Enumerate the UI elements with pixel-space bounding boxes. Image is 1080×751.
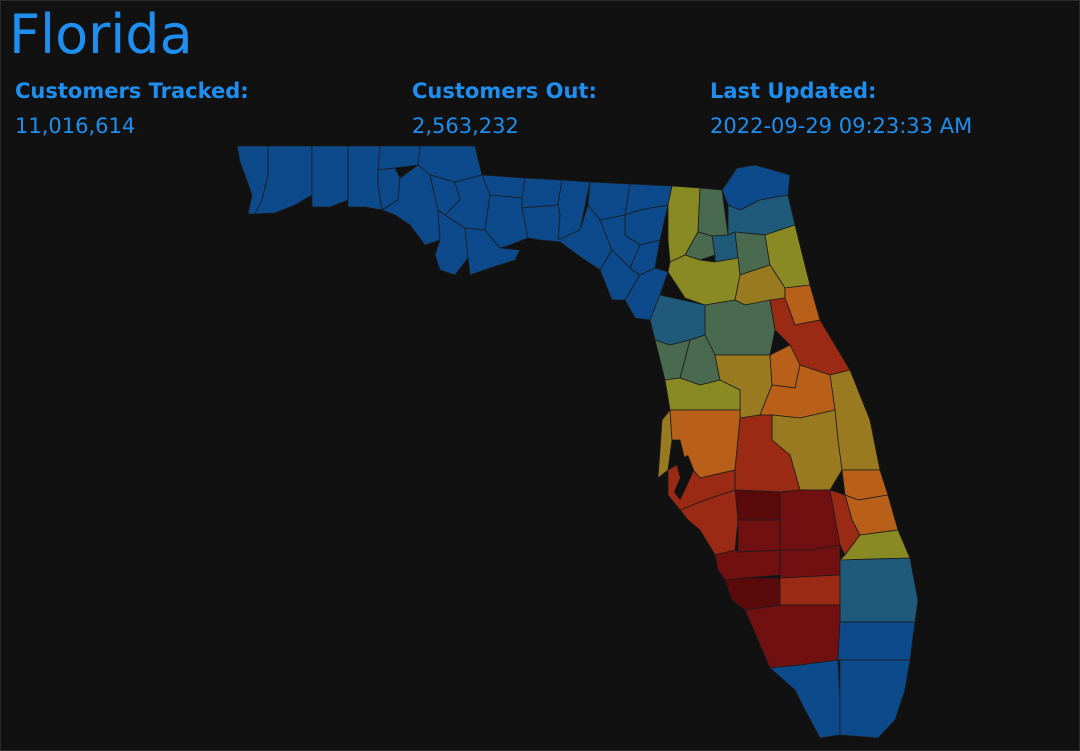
- county-indian-river[interactable]: [841, 469, 889, 501]
- last-updated-stat: Last Updated: 2022-09-29 09:23:33 AM: [710, 77, 972, 140]
- customers-out-value: 2,563,232: [412, 114, 519, 138]
- customers-out-stat: Customers Out: 2,563,232: [412, 77, 597, 140]
- county-lee[interactable]: [724, 577, 781, 611]
- county-leon[interactable]: [521, 177, 563, 209]
- county-baker[interactable]: [697, 187, 729, 237]
- customers-tracked-label: Customers Tracked:: [15, 79, 249, 103]
- county-charlotte[interactable]: [714, 549, 781, 581]
- county-miami-dade[interactable]: [839, 659, 911, 739]
- customers-tracked-stat: Customers Tracked: 11,016,614: [15, 77, 249, 140]
- county-palm-beach[interactable]: [839, 557, 919, 623]
- county-union[interactable]: [684, 231, 716, 261]
- county-holmes[interactable]: [377, 145, 421, 171]
- county-glades[interactable]: [779, 544, 841, 579]
- county-hernando[interactable]: [654, 339, 691, 381]
- southwest-region: [679, 489, 919, 739]
- county-marion[interactable]: [704, 299, 776, 356]
- state-title: Florida: [9, 3, 193, 66]
- customers-tracked-value: 11,016,614: [15, 114, 136, 138]
- county-collier[interactable]: [744, 604, 841, 669]
- panhandle-region: [236, 145, 673, 321]
- county-wakulla[interactable]: [484, 194, 529, 249]
- county-pinellas[interactable]: [657, 409, 673, 479]
- north-central-region: [649, 164, 851, 376]
- county-martin[interactable]: [839, 529, 911, 561]
- county-bradford[interactable]: [711, 231, 739, 263]
- county-broward[interactable]: [837, 621, 916, 661]
- tampa-bay-water: [674, 455, 694, 500]
- county-levy[interactable]: [624, 267, 669, 321]
- county-hardee[interactable]: [734, 489, 781, 521]
- central-region: [654, 334, 899, 556]
- county-monroe[interactable]: [769, 659, 841, 739]
- last-updated-label: Last Updated:: [710, 79, 877, 103]
- county-desoto[interactable]: [737, 519, 781, 553]
- county-okaloosa[interactable]: [311, 145, 349, 208]
- county-walton[interactable]: [347, 145, 383, 211]
- last-updated-value: 2022-09-29 09:23:33 AM: [710, 114, 973, 138]
- county-alachua[interactable]: [667, 254, 741, 306]
- county-hendry[interactable]: [779, 574, 841, 606]
- customers-out-label: Customers Out:: [412, 79, 597, 103]
- county-gilchrist[interactable]: [629, 239, 661, 276]
